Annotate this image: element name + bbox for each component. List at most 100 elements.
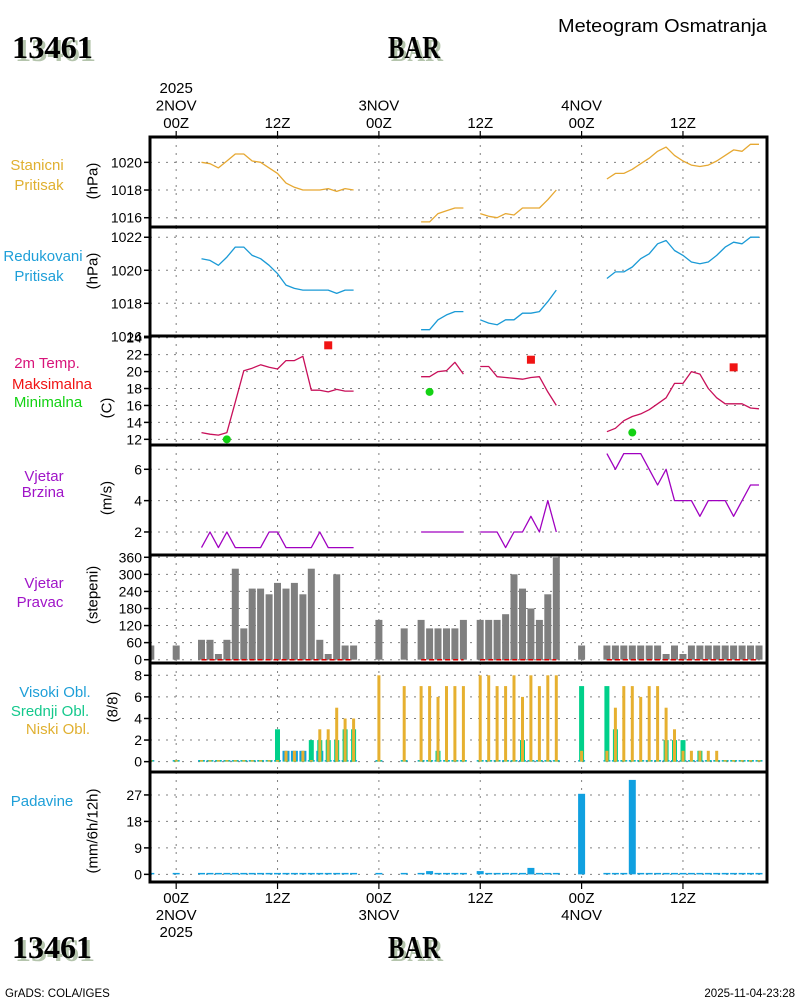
precipitation-bar <box>198 872 205 875</box>
clouds-mid-bar <box>151 760 154 762</box>
clouds-low-bar <box>757 760 761 762</box>
clouds-mid-bar <box>308 740 314 762</box>
precipitation-bar <box>552 872 560 875</box>
clouds-low-bar <box>377 675 381 762</box>
wind-direction-bar <box>307 568 315 660</box>
clouds-low-bar <box>656 686 660 762</box>
wind-direction-bar <box>333 574 341 660</box>
temperature-series <box>201 355 760 436</box>
precipitation-bar <box>299 872 307 875</box>
clouds-low-series <box>151 675 761 762</box>
clouds-low-bar <box>689 750 693 762</box>
precipitation-bar <box>730 872 738 875</box>
unit-label: (stepeni) <box>85 566 102 624</box>
clouds-low-bar <box>613 707 617 762</box>
wind-direction-bar <box>223 639 231 660</box>
y-tick-label: 8 <box>134 667 142 683</box>
y-tick-label: 180 <box>119 600 143 616</box>
clouds-low-bar <box>647 686 651 762</box>
y-tick-label: 1020 <box>111 154 142 170</box>
clouds-low-bar <box>487 675 491 762</box>
wind-direction-bar <box>459 619 467 660</box>
y-tick-label: 1020 <box>111 262 142 278</box>
precipitation-bar <box>417 872 425 875</box>
panel-label: 2m Temp. <box>14 355 80 372</box>
y-tick-label: 240 <box>119 583 143 599</box>
wind-direction-bar <box>679 654 687 660</box>
precipitation-bar <box>274 872 281 875</box>
wind-direction-bar <box>687 645 695 660</box>
bottom-time-label: 00Z <box>569 890 595 907</box>
y-tick-label: 24 <box>126 330 142 346</box>
clouds-low-bar <box>335 707 339 762</box>
clouds-low-bar <box>301 750 305 762</box>
reduced-pressure-series <box>201 236 759 331</box>
precipitation-bar <box>519 872 526 875</box>
reduced-pressure-line-segment <box>606 236 759 280</box>
precipitation-bar <box>151 872 155 875</box>
clouds-low-bar <box>740 760 744 762</box>
temp-min-marker <box>222 435 231 444</box>
clouds-low-bar <box>749 760 752 762</box>
temperature-line-segment <box>480 365 557 406</box>
clouds-low-bar <box>326 729 330 762</box>
panel-label: Pritisak <box>14 177 64 194</box>
station-pressure-line-segment <box>421 207 464 223</box>
header: 13461 13461 BAR BAR Meteogram Osmatranja <box>12 16 768 68</box>
y-tick-label: 1018 <box>111 295 142 311</box>
footer-station-id-shadow: 13461 <box>15 932 95 968</box>
bottom-time-label: 12Z <box>467 890 493 907</box>
y-tick-label: 1018 <box>111 182 142 198</box>
clouds-low-bar <box>529 675 533 762</box>
wind-direction-bar <box>375 619 383 660</box>
wind-direction-bar <box>316 639 324 660</box>
generation-timestamp: 2025-11-04-23:28 <box>704 988 795 1000</box>
clouds-low-bar <box>732 760 736 762</box>
unit-label: (mm/6h/12h) <box>85 788 102 873</box>
y-tick-label: 0 <box>134 652 142 668</box>
precipitation-bar <box>696 872 704 875</box>
precipitation-bar <box>231 872 239 875</box>
clouds-low-bar <box>428 686 432 762</box>
y-tick-label: 20 <box>126 364 142 380</box>
clouds-low-bar <box>639 696 643 762</box>
data-layer <box>151 143 763 875</box>
precipitation-bar <box>679 872 687 875</box>
wind-speed-line-segment <box>606 452 759 517</box>
y-tick-label: 9 <box>134 840 142 856</box>
wind-direction-bar <box>485 619 493 660</box>
grid-layer <box>150 137 767 882</box>
top-time-label: 3NOV <box>358 98 399 115</box>
wind-direction-bar <box>299 594 307 660</box>
footer: 13461 13461 BAR BAR GrADS: COLA/IGES 202… <box>5 929 795 1000</box>
y-tick-label: 4 <box>134 710 142 726</box>
panel-label: Minimalna <box>14 394 83 411</box>
clouds-low-bar <box>267 760 271 762</box>
wind-direction-bar <box>755 645 763 660</box>
unit-label: (m/s) <box>99 481 116 515</box>
wind-direction-bar <box>645 645 653 660</box>
clouds-low-bar <box>630 686 634 762</box>
y-tick-label: 6 <box>134 461 142 477</box>
bottom-time-label: 00Z <box>366 890 392 907</box>
temp-max-series <box>324 341 738 372</box>
precipitation-bar <box>400 872 408 875</box>
wind-direction-bar <box>214 654 222 660</box>
software-credit: GrADS: COLA/IGES <box>5 988 110 1000</box>
precipitation-bar <box>510 872 518 875</box>
wind-direction-bar <box>527 608 535 660</box>
precipitation-bar <box>637 872 645 875</box>
panel-label: Vjetar <box>24 575 63 592</box>
precipitation-bar <box>350 872 358 875</box>
panel-label: Stanicni <box>10 157 63 174</box>
temp-min-marker <box>425 387 434 396</box>
panel-label: Niski Obl. <box>26 721 90 738</box>
temp-min-marker <box>628 428 637 437</box>
top-time-label: 12Z <box>265 115 291 132</box>
panel-label: Pravac <box>17 594 64 611</box>
station-name-shadow: BAR <box>391 32 444 68</box>
clouds-low-bar <box>284 750 288 762</box>
wind-direction-bar <box>434 628 442 660</box>
wind-direction-bar <box>704 645 712 660</box>
footer-station-id: 13461 <box>12 929 92 965</box>
